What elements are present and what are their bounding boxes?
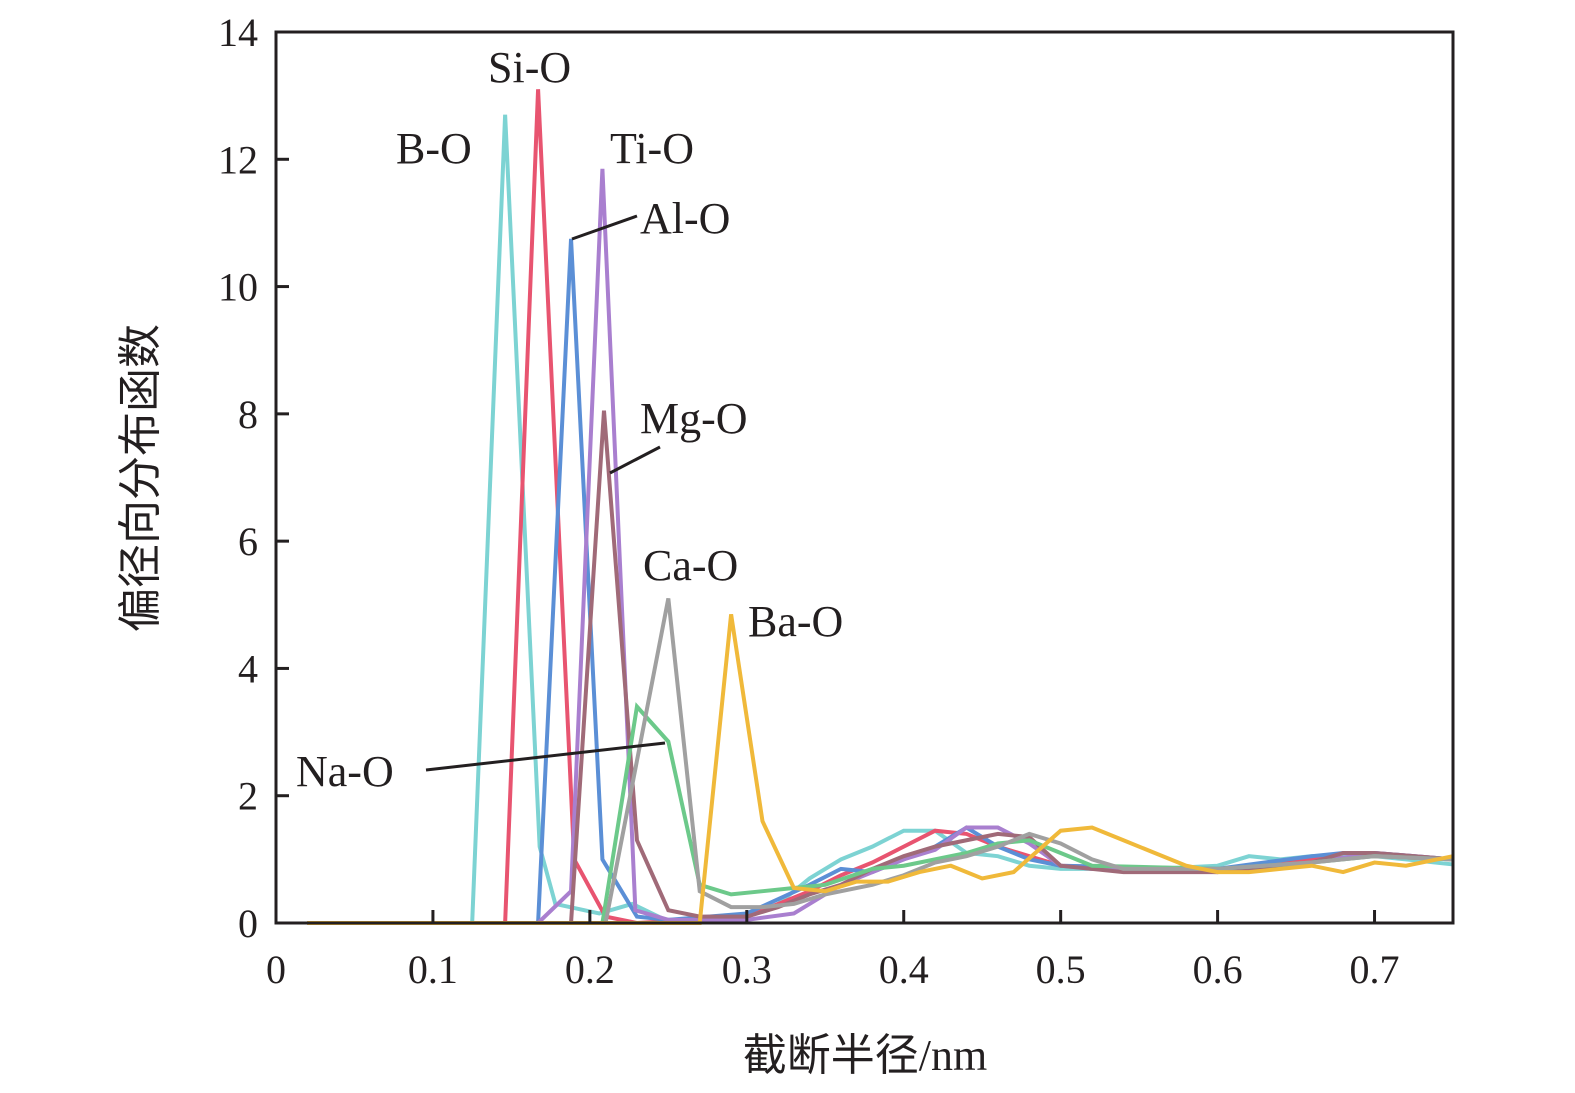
y-tick-label: 6 [238,519,258,564]
series-label: Ba-O [748,597,843,646]
y-axis-title: 偏径向分布函数 [116,324,165,632]
series-line-b-o [307,114,1454,925]
y-tick-label: 4 [238,646,258,691]
leader-line [571,214,638,241]
series-line-al-o [307,238,1454,925]
series-label: Ti-O [610,124,694,173]
y-tick-label: 8 [238,392,258,437]
x-axis-title: 截断半径/nm [743,1031,987,1080]
series-layer [307,89,1454,926]
series-label: Ca-O [643,541,738,590]
leader-line [425,741,666,772]
x-tick-label: 0.6 [1193,947,1243,992]
series-line-mg-o [307,410,1454,925]
leader-line [609,445,661,475]
y-tick-label: 12 [218,137,258,182]
x-axis: 0 0.1 0.2 0.3 0.4 0.5 0.6 0.7 [266,910,1400,992]
y-tick-label: 10 [218,265,258,310]
series-label: Al-O [640,194,730,243]
y-tick-label: 14 [218,10,258,55]
x-tick-label: 0.4 [879,947,929,992]
series-label: B-O [396,124,472,173]
x-tick-label: 0.1 [408,947,458,992]
series-labels: B-O Si-O Al-O Ti-O Mg-O Na-O Ca-OBa-O [296,43,843,796]
series-line-ti-o [307,168,1454,925]
y-tick-label: 2 [238,774,258,819]
x-tick-label: 0.5 [1036,947,1086,992]
series-line-ba-o [307,614,1454,925]
series-label: Na-O [296,747,394,796]
plot-frame [274,30,1455,925]
x-tick-label: 0.2 [565,947,615,992]
y-tick-label: 0 [238,901,258,946]
x-tick-label: 0.7 [1350,947,1400,992]
series-line-ca-o [307,598,1454,925]
y-axis: 0 2 4 6 8 10 12 14 [218,10,289,946]
series-label: Mg-O [640,394,748,443]
x-tick-label: 0.3 [722,947,772,992]
series-label: Si-O [488,43,571,92]
x-tick-label: 0 [266,947,286,992]
